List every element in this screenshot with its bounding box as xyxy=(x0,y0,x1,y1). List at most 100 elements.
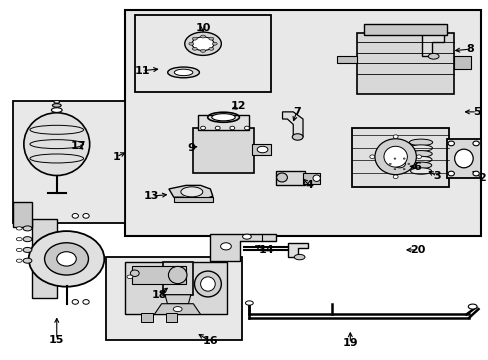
Ellipse shape xyxy=(369,155,374,158)
Ellipse shape xyxy=(229,126,234,130)
Ellipse shape xyxy=(472,141,478,146)
Ellipse shape xyxy=(184,32,221,55)
Ellipse shape xyxy=(23,247,32,252)
Ellipse shape xyxy=(24,113,89,176)
Ellipse shape xyxy=(388,157,409,171)
Text: 1: 1 xyxy=(112,152,120,162)
Ellipse shape xyxy=(257,146,267,153)
Text: 18: 18 xyxy=(151,290,166,300)
Polygon shape xyxy=(154,304,200,315)
Ellipse shape xyxy=(168,266,186,284)
Text: 20: 20 xyxy=(409,245,425,255)
Ellipse shape xyxy=(409,156,431,163)
Ellipse shape xyxy=(409,162,431,168)
Text: 12: 12 xyxy=(230,102,246,112)
Ellipse shape xyxy=(472,171,478,176)
Ellipse shape xyxy=(294,255,305,260)
Ellipse shape xyxy=(208,37,213,40)
Ellipse shape xyxy=(393,168,395,170)
Ellipse shape xyxy=(51,108,62,112)
Ellipse shape xyxy=(392,175,397,179)
Ellipse shape xyxy=(57,252,76,266)
Ellipse shape xyxy=(208,48,213,50)
Ellipse shape xyxy=(383,146,407,167)
Ellipse shape xyxy=(82,300,89,304)
Ellipse shape xyxy=(188,42,193,45)
Ellipse shape xyxy=(454,149,472,168)
Ellipse shape xyxy=(468,304,476,309)
Polygon shape xyxy=(446,139,480,178)
Ellipse shape xyxy=(174,69,192,76)
Ellipse shape xyxy=(447,141,453,146)
Text: 19: 19 xyxy=(342,338,357,348)
Ellipse shape xyxy=(212,42,217,45)
Polygon shape xyxy=(193,128,254,173)
Text: 16: 16 xyxy=(202,336,218,346)
Polygon shape xyxy=(132,266,185,284)
Ellipse shape xyxy=(192,37,197,40)
Text: 9: 9 xyxy=(186,143,194,153)
Ellipse shape xyxy=(167,67,199,78)
Polygon shape xyxy=(13,101,125,223)
Polygon shape xyxy=(125,262,227,315)
Ellipse shape xyxy=(173,307,182,312)
Polygon shape xyxy=(125,10,480,235)
Ellipse shape xyxy=(276,173,287,182)
Ellipse shape xyxy=(242,234,251,239)
Polygon shape xyxy=(164,295,190,304)
Text: 11: 11 xyxy=(134,66,149,76)
Text: 5: 5 xyxy=(472,107,480,117)
Polygon shape xyxy=(162,262,193,295)
Ellipse shape xyxy=(200,49,205,52)
Ellipse shape xyxy=(407,163,409,165)
Ellipse shape xyxy=(200,126,205,130)
Ellipse shape xyxy=(403,158,405,159)
Ellipse shape xyxy=(427,53,438,59)
Polygon shape xyxy=(282,112,303,137)
Polygon shape xyxy=(251,144,271,155)
Ellipse shape xyxy=(16,259,22,262)
Text: 4: 4 xyxy=(305,180,313,190)
Ellipse shape xyxy=(16,248,22,252)
Text: 17: 17 xyxy=(71,141,86,151)
Ellipse shape xyxy=(374,139,415,175)
Ellipse shape xyxy=(29,231,104,287)
Ellipse shape xyxy=(409,150,431,157)
Polygon shape xyxy=(210,234,276,261)
Ellipse shape xyxy=(409,145,431,151)
Ellipse shape xyxy=(82,213,89,218)
Polygon shape xyxy=(13,202,32,226)
Ellipse shape xyxy=(72,213,78,218)
Text: 2: 2 xyxy=(478,173,486,183)
Polygon shape xyxy=(141,313,153,321)
Text: 7: 7 xyxy=(292,107,300,117)
Text: 13: 13 xyxy=(144,191,159,201)
Ellipse shape xyxy=(392,135,397,138)
Ellipse shape xyxy=(72,300,78,304)
Ellipse shape xyxy=(211,114,235,121)
Text: 14: 14 xyxy=(258,245,274,255)
Ellipse shape xyxy=(52,104,61,107)
Ellipse shape xyxy=(23,226,32,231)
Ellipse shape xyxy=(215,126,220,130)
Ellipse shape xyxy=(312,175,320,181)
Text: 6: 6 xyxy=(413,162,421,172)
Polygon shape xyxy=(363,24,446,35)
Ellipse shape xyxy=(220,243,231,250)
Ellipse shape xyxy=(410,168,430,174)
Ellipse shape xyxy=(388,163,390,165)
Polygon shape xyxy=(135,15,271,92)
Polygon shape xyxy=(288,243,307,257)
Ellipse shape xyxy=(292,134,303,140)
Ellipse shape xyxy=(54,100,60,103)
Ellipse shape xyxy=(393,158,395,159)
Ellipse shape xyxy=(192,37,214,50)
Polygon shape xyxy=(168,185,212,201)
Ellipse shape xyxy=(192,48,197,50)
Ellipse shape xyxy=(194,271,221,297)
Text: 10: 10 xyxy=(195,23,210,33)
Ellipse shape xyxy=(416,155,421,158)
Polygon shape xyxy=(336,56,356,63)
Ellipse shape xyxy=(44,243,88,275)
Polygon shape xyxy=(422,33,444,56)
